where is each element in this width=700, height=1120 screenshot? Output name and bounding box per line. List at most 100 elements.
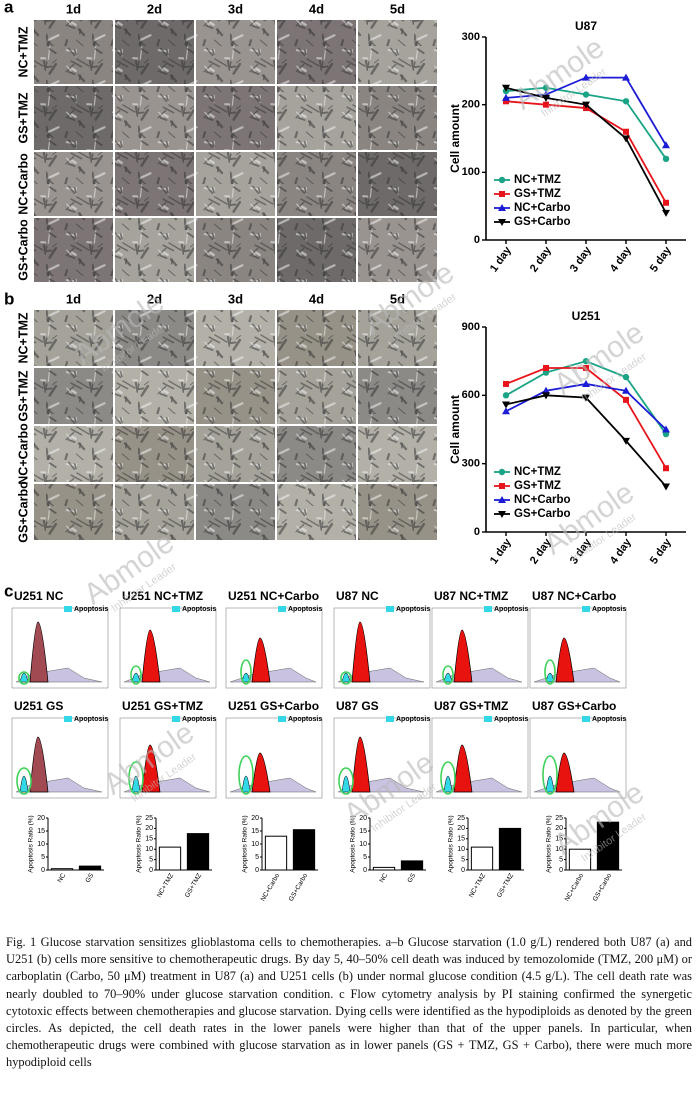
x-tick-label: NC bbox=[378, 872, 389, 884]
legend-label: NC+TMZ bbox=[514, 174, 561, 186]
y-tick-label: 10 bbox=[37, 841, 45, 848]
legend-marker bbox=[498, 204, 506, 211]
hypodiploid-circle bbox=[542, 755, 558, 795]
point bbox=[662, 155, 670, 162]
group-label: GS+Carbo bbox=[16, 219, 30, 281]
micrograph-texture bbox=[115, 20, 194, 84]
hypodiploid-circle bbox=[440, 761, 456, 795]
micrograph-texture bbox=[277, 20, 356, 84]
histogram-peak bbox=[29, 736, 49, 793]
point bbox=[662, 483, 670, 491]
y-tick-label: 5 bbox=[255, 854, 259, 861]
x-tick-label: NC+Carbo bbox=[564, 872, 586, 903]
y-tick-label: 20 bbox=[145, 825, 153, 832]
micrograph-texture bbox=[358, 218, 437, 282]
y-tick-label: 15 bbox=[359, 828, 367, 835]
micrograph-texture bbox=[115, 368, 194, 424]
histogram-peak bbox=[351, 736, 371, 793]
hypodiploid-circle bbox=[240, 659, 252, 685]
y-tick-label: 900 bbox=[462, 321, 480, 333]
y-tick-label: 20 bbox=[555, 825, 563, 832]
point bbox=[502, 84, 510, 92]
legend-label: NC+Carbo bbox=[514, 494, 571, 506]
histogram-peak bbox=[141, 629, 161, 683]
point bbox=[623, 396, 629, 403]
day-label: 3d bbox=[228, 1, 243, 16]
point bbox=[543, 101, 549, 108]
y-tick-label: 300 bbox=[462, 31, 480, 43]
micrograph-texture bbox=[196, 20, 275, 84]
micrograph-texture bbox=[115, 310, 194, 366]
point bbox=[622, 437, 630, 445]
hypodiploid-circle bbox=[338, 767, 354, 795]
flow-title: U87 GS+TMZ bbox=[434, 699, 508, 713]
histogram-peak bbox=[251, 752, 271, 793]
y-tick-label: 0 bbox=[559, 867, 563, 874]
y-tick-label: 15 bbox=[37, 828, 45, 835]
micrograph-texture bbox=[115, 484, 194, 540]
y-tick-label: 100 bbox=[462, 166, 480, 178]
point bbox=[582, 101, 590, 109]
legend-swatch bbox=[484, 716, 492, 722]
x-tick-label: GS bbox=[84, 872, 95, 884]
legend-swatch bbox=[582, 716, 590, 722]
y-tick-label: 0 bbox=[255, 867, 259, 874]
legend-swatch bbox=[172, 716, 180, 722]
legend-swatch bbox=[172, 606, 180, 612]
y-tick-label: 5 bbox=[363, 854, 367, 861]
micrograph-texture bbox=[34, 368, 113, 424]
micrograph-texture bbox=[196, 426, 275, 482]
legend-label: Apoptosis bbox=[494, 716, 528, 723]
y-tick-label: 15 bbox=[251, 828, 259, 835]
y-axis-label: Cell amount bbox=[448, 104, 462, 173]
group-label: GS+TMZ bbox=[16, 92, 30, 143]
histogram-tail bbox=[229, 667, 317, 683]
point bbox=[582, 394, 590, 402]
hypodiploid-circle bbox=[130, 665, 142, 685]
micrograph-texture bbox=[34, 484, 113, 540]
y-axis-label: Apoptosis Ratio (%) bbox=[448, 815, 455, 872]
histogram-peak bbox=[351, 621, 371, 683]
legend-swatch bbox=[64, 716, 72, 722]
hypodiploid-circle bbox=[544, 659, 556, 685]
point bbox=[582, 91, 590, 98]
legend-marker bbox=[499, 191, 505, 197]
y-axis-label: Apoptosis Ratio (%) bbox=[28, 815, 35, 872]
micrograph-texture bbox=[358, 310, 437, 366]
point bbox=[622, 73, 630, 81]
x-tick-label: 4 day bbox=[608, 244, 634, 275]
point bbox=[623, 128, 629, 135]
micrograph-texture bbox=[358, 484, 437, 540]
legend-swatch bbox=[386, 606, 394, 612]
x-tick-label: 2 day bbox=[528, 244, 554, 275]
legend-swatch bbox=[484, 606, 492, 612]
y-tick-label: 0 bbox=[363, 867, 367, 874]
day-label: 5d bbox=[390, 1, 405, 16]
point bbox=[622, 135, 630, 143]
point bbox=[503, 380, 509, 387]
legend-label: GS+TMZ bbox=[514, 480, 561, 492]
micrograph-texture bbox=[277, 86, 356, 150]
flow-title: U87 NC bbox=[336, 589, 379, 603]
legend-swatch bbox=[278, 716, 286, 722]
histogram-tail bbox=[533, 667, 621, 683]
micrograph-texture bbox=[277, 484, 356, 540]
panel-label: a bbox=[4, 0, 14, 16]
legend-label: Apoptosis bbox=[74, 606, 108, 613]
y-tick-label: 25 bbox=[145, 815, 153, 822]
x-tick-label: 1 day bbox=[488, 244, 514, 275]
legend-label: GS+Carbo bbox=[514, 508, 571, 520]
legend-marker bbox=[498, 468, 506, 476]
y-tick-label: 600 bbox=[462, 389, 480, 401]
bar bbox=[596, 821, 620, 871]
day-label: 2d bbox=[147, 291, 162, 306]
y-tick-label: 25 bbox=[457, 815, 465, 822]
legend-label: Apoptosis bbox=[182, 606, 216, 613]
y-tick-label: 5 bbox=[149, 856, 153, 863]
apoptosis-peak bbox=[545, 672, 555, 683]
y-tick-label: 20 bbox=[37, 815, 45, 822]
legend-swatch bbox=[64, 606, 72, 612]
micrograph-texture bbox=[196, 368, 275, 424]
point bbox=[542, 386, 550, 394]
point bbox=[662, 141, 670, 149]
